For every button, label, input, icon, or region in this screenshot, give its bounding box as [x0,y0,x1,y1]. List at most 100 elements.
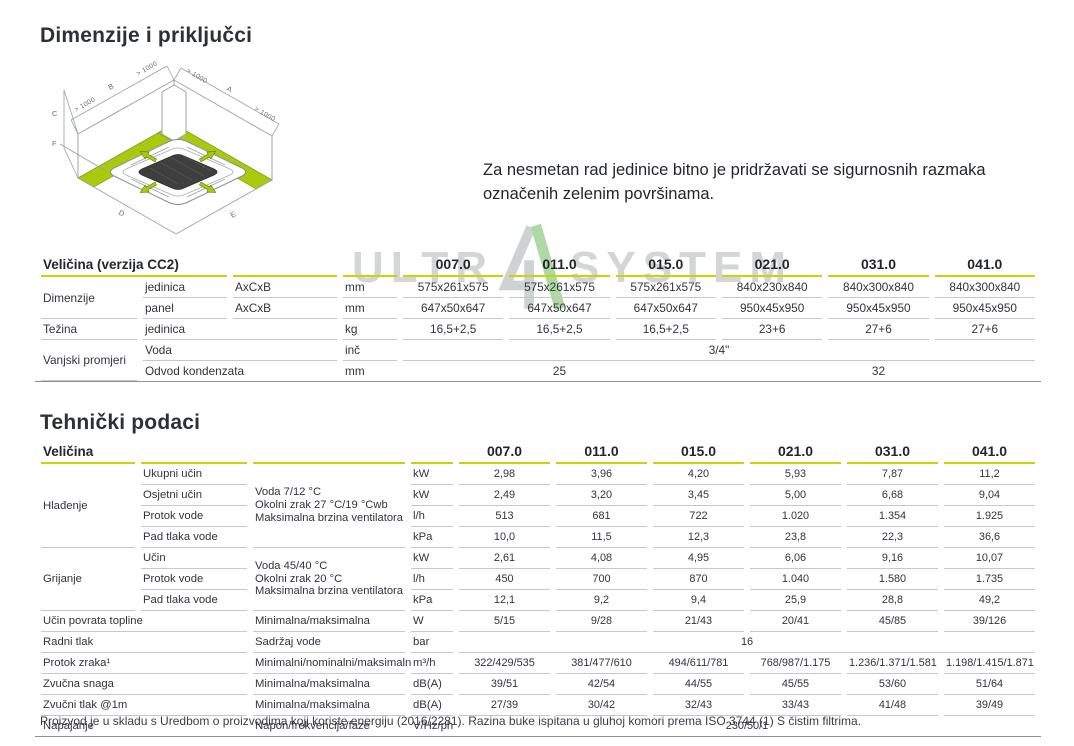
table-cell: 22,3 [847,527,938,548]
table-cell: 51/64 [944,674,1035,695]
row-label: Zvučni tlak @1m [41,695,247,716]
row-label: jedinica [143,277,227,298]
clearance-label-a-end: > 1000 [253,106,276,123]
table-cell: 1.040 [750,569,841,590]
row-unit: mm [343,277,397,298]
row-unit: W [411,611,453,632]
table-cell: 30/42 [556,695,647,716]
row-label: Protok vode [141,569,247,590]
table-row: Pad tlaka vode kPa 10,0 11,5 12,3 23,8 2… [41,527,1035,548]
row-qualifier: Minimalna/maksimalna [253,611,405,632]
row-qualifier: Napon/frekvencija/faze [255,720,370,732]
row-label: jedinica [143,319,337,340]
row-unit: kW [411,485,453,506]
row-qualifier: Sadržaj vode [253,632,405,653]
condition-line: Okolni zrak 27 °C/19 °Cwb [255,499,388,512]
table-cell: 1.925 [944,506,1035,527]
row-unit: l/h [411,569,453,590]
table-cell: 5,00 [750,485,841,506]
table-cell: 39/49 [944,695,1035,716]
table-cell: 9,4 [653,590,744,611]
table-cell: 9/28 [556,611,647,632]
panel-inner-line [122,147,234,197]
size-column-header: 021.0 [750,441,841,464]
table-cell-merged: 230/50/1 [725,720,769,732]
table-cell: 32/43 [653,695,744,716]
table-cell: 1.580 [847,569,938,590]
technical-data-table: Veličina 007.0 011.0 015.0 021.0 031.0 0… [35,441,1041,737]
clearance-label-b-end: > 1000 [136,60,159,77]
row-qualifier: Minimalna/maksimalna [253,674,405,695]
row-group-label: Hlađenje [41,464,135,548]
condition-line: Maksimalna brzina ventilatora [255,511,403,524]
size-column-header: 021.0 [721,254,823,277]
table-cell: 27+6 [828,319,929,340]
row-unit: inč [343,340,397,361]
table-cell: 950x45x950 [934,298,1035,319]
row-unit: mm [343,298,397,319]
table-cell: 2,98 [459,464,550,485]
row-group-label: Dimenzije [41,277,137,319]
table-cell: 3,20 [556,485,647,506]
size-column-header: 031.0 [847,441,938,464]
table-cell-merged: 16 [459,632,1035,653]
table-cell-merged: 25 [552,364,567,378]
table-cell: 840x300x840 [828,277,929,298]
table-cell: 45/55 [750,674,841,695]
dim-label-e: E [229,209,238,219]
clearance-note: Za nesmetan rad jedinice bitno je pridrž… [483,160,986,204]
row-label: Ukupni učin [141,464,247,485]
table-cell: 10,0 [459,527,550,548]
t2-header-spacer [141,441,247,464]
table-row: Odvod kondenzata mm 25 32 [41,361,1035,381]
table-cell: 42/54 [556,674,647,695]
table-cell: 33/43 [750,695,841,716]
row-label: Osjetni učin [141,485,247,506]
table-cell: 494/611/781 [653,653,744,674]
table-cell: 6,06 [750,548,841,569]
row-unit: V/Hz/ph [413,720,454,732]
table-cell: 450 [459,569,550,590]
table-cell: 1.020 [750,506,841,527]
row-unit: bar [411,632,453,653]
condition-line: Maksimalna brzina ventilatora [255,585,403,598]
size-column-header: 007.0 [403,254,504,277]
table-row: Protok zraka¹ Minimalni/nominalni/maksim… [41,653,1035,674]
table-cell: 513 [459,506,550,527]
table-cell: 950x45x950 [828,298,929,319]
table-cell: 647x50x647 [509,298,610,319]
test-conditions: Voda 7/12 °C Okolni zrak 27 °C/19 °Cwb M… [253,464,405,548]
row-label: Protok vode [141,506,247,527]
row-qualifier: Minimalna/maksimalna [253,695,405,716]
table-cell: 4,95 [653,548,744,569]
table-cell: 575x261x575 [509,277,610,298]
row-unit: dB(A) [411,674,453,695]
row-label: Radni tlak [41,632,247,653]
table-cell: 12,1 [459,590,550,611]
test-conditions: Voda 45/40 °C Okolni zrak 20 °C Maksimal… [253,548,405,611]
table-cell: 9,16 [847,548,938,569]
table-cell: 45/85 [847,611,938,632]
table-cell-merged: 3/4" [403,340,1035,361]
table-cell: 647x50x647 [615,298,716,319]
table-cell: 11,2 [944,464,1035,485]
t1-header-spacer [343,254,397,277]
table-cell: 20/41 [750,611,841,632]
row-label: Učin povrata topline [41,611,247,632]
table-cell: 381/477/610 [556,653,647,674]
table-cell: 1.354 [847,506,938,527]
table-row: panel AxCxB mm 647x50x647 647x50x647 647… [41,298,1035,319]
table-cell: 1.236/1.371/1.581 [847,653,938,674]
t2-header-spacer [253,441,405,464]
table-row: Radni tlak Sadržaj vode bar 16 [41,632,1035,653]
ceiling-plane-edge [77,177,273,235]
table-cell: 840x230x840 [721,277,823,298]
cassette-unit-clearance-diagram: C F B A D E > 1000 > 1000 > 1000 > 1000 [52,60,280,235]
table-cell: 1.735 [944,569,1035,590]
table-cell: 2,49 [459,485,550,506]
table-cell: 700 [556,569,647,590]
dim-label-b: B [107,81,116,91]
row-label: Voda [143,340,337,361]
row-label: Protok zraka¹ [41,653,247,674]
table-cell: 722 [653,506,744,527]
